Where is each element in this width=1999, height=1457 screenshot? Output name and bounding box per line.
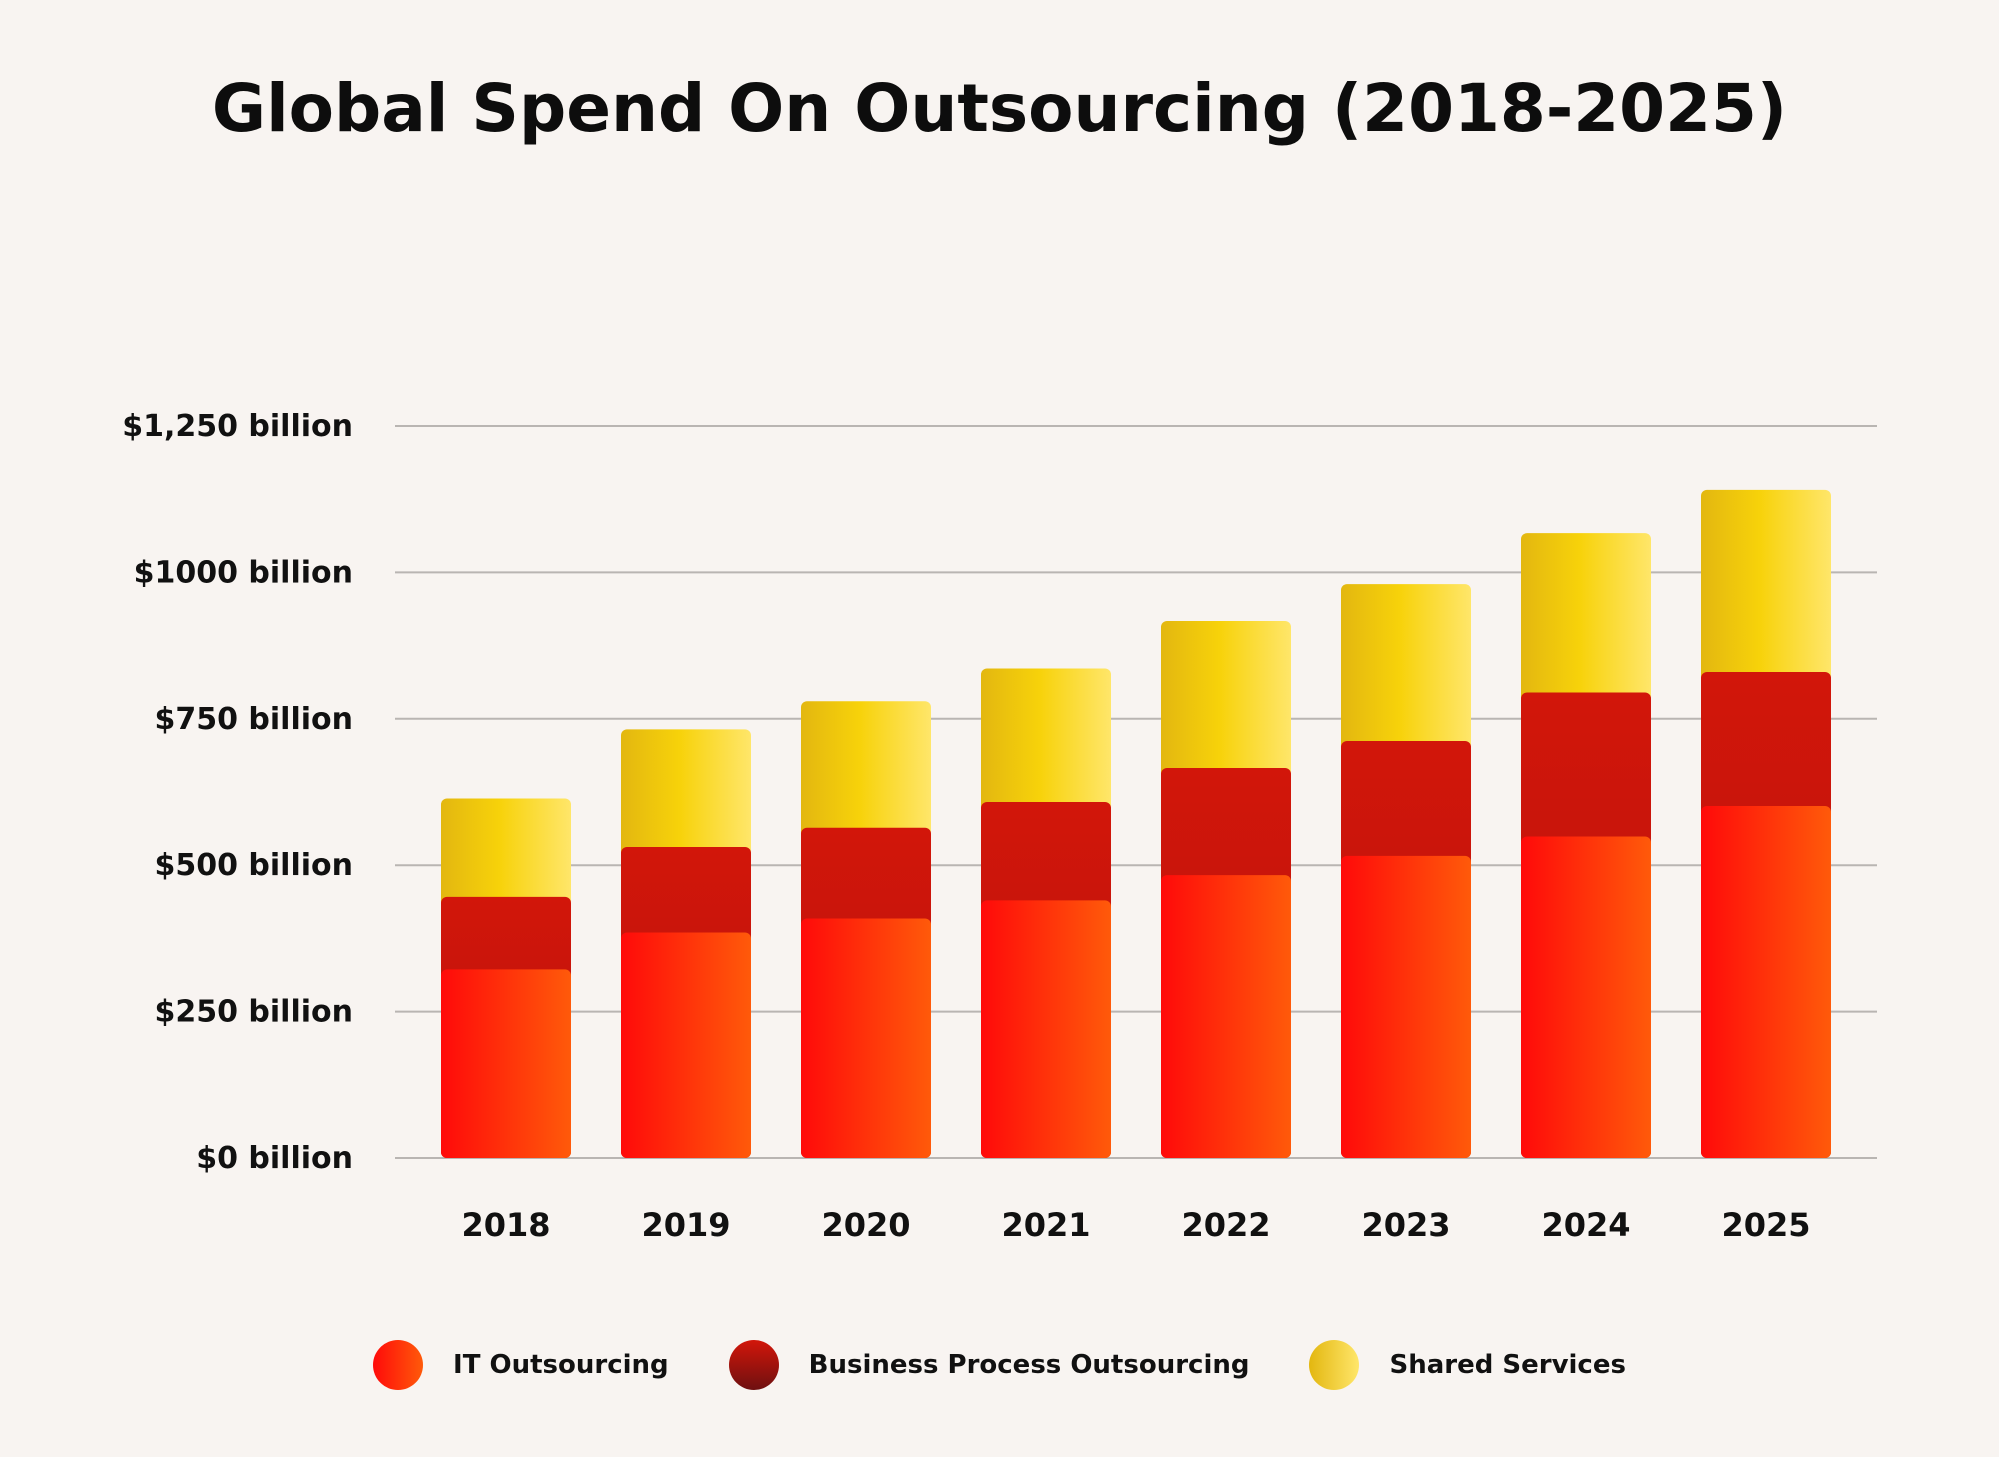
bar-it-outsourcing-2023 bbox=[1341, 855, 1471, 1158]
y-tick-label: $500 billion bbox=[154, 848, 353, 883]
legend-item: IT Outsourcing bbox=[373, 1340, 669, 1390]
x-tick-label: 2020 bbox=[821, 1206, 910, 1244]
legend-label: Business Process Outsourcing bbox=[808, 1350, 1250, 1380]
y-tick-label: $250 billion bbox=[154, 995, 353, 1030]
legend-swatch bbox=[728, 1340, 779, 1390]
bar-it-outsourcing-2022 bbox=[1161, 875, 1291, 1158]
legend: IT Outsourcing Business Process Outsourci… bbox=[0, 1340, 1999, 1390]
chart-title: Global Spend On Outsourcing (2018-2025) bbox=[211, 70, 1788, 147]
legend-swatch bbox=[1309, 1340, 1360, 1390]
bar-it-outsourcing-2018 bbox=[441, 969, 571, 1158]
x-tick-label: 2019 bbox=[641, 1206, 730, 1244]
x-tick-label: 2018 bbox=[461, 1206, 550, 1244]
legend-swatch bbox=[373, 1340, 424, 1390]
legend-label: IT Outsourcing bbox=[453, 1350, 669, 1380]
bar-it-outsourcing-2019 bbox=[621, 932, 751, 1158]
bar-it-outsourcing-2024 bbox=[1521, 836, 1651, 1158]
x-tick-label: 2023 bbox=[1361, 1206, 1450, 1244]
legend-label: Shared Services bbox=[1389, 1350, 1626, 1380]
x-tick-label: 2025 bbox=[1721, 1206, 1810, 1244]
x-tick-label: 2024 bbox=[1541, 1206, 1630, 1244]
x-tick-label: 2022 bbox=[1181, 1206, 1270, 1244]
y-tick-label: $750 billion bbox=[154, 702, 353, 737]
y-tick-label: $0 billion bbox=[196, 1141, 353, 1176]
y-tick-label: $1,250 billion bbox=[122, 409, 353, 444]
legend-item: Business Process Outsourcing bbox=[728, 1340, 1250, 1390]
bar-it-outsourcing-2025 bbox=[1701, 806, 1831, 1158]
bar-it-outsourcing-2020 bbox=[801, 918, 931, 1158]
bar-it-outsourcing-2021 bbox=[981, 900, 1111, 1158]
legend-item: Shared Services bbox=[1309, 1340, 1626, 1390]
x-tick-label: 2021 bbox=[1001, 1206, 1090, 1244]
y-tick-label: $1000 billion bbox=[134, 555, 353, 590]
